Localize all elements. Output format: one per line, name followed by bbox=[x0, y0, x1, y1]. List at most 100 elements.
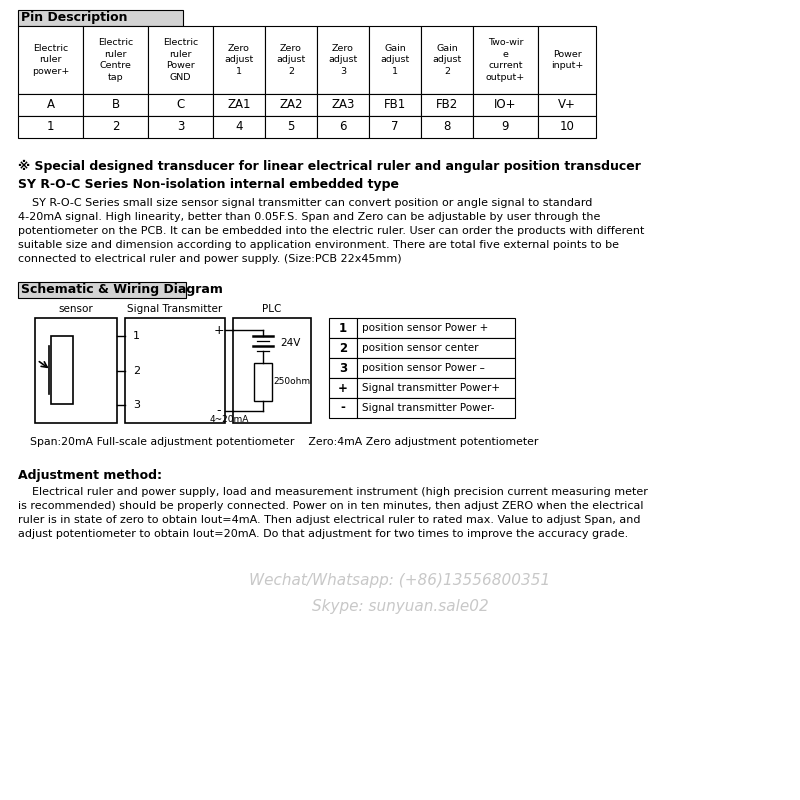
Bar bbox=[18, 116, 83, 138]
Bar bbox=[18, 26, 83, 94]
Text: C: C bbox=[176, 98, 185, 111]
Bar bbox=[18, 282, 186, 298]
Text: Adjustment method:: Adjustment method: bbox=[18, 469, 162, 482]
Text: 3: 3 bbox=[133, 400, 140, 410]
Text: Wechat/Whatsapp: (+86)13556800351: Wechat/Whatsapp: (+86)13556800351 bbox=[250, 573, 550, 588]
Text: ※ Special designed transducer for linear electrical ruler and angular position t: ※ Special designed transducer for linear… bbox=[18, 160, 641, 191]
Bar bbox=[329, 378, 357, 398]
Bar bbox=[357, 318, 515, 338]
Bar bbox=[538, 94, 596, 116]
Text: 9: 9 bbox=[502, 121, 510, 134]
Bar bbox=[233, 318, 311, 423]
Text: FB1: FB1 bbox=[384, 98, 406, 111]
Text: Schematic & Wiring Diagram: Schematic & Wiring Diagram bbox=[21, 283, 223, 297]
Bar bbox=[421, 94, 473, 116]
Text: -: - bbox=[341, 402, 346, 414]
Bar bbox=[357, 398, 515, 418]
Text: Signal transmitter Power+: Signal transmitter Power+ bbox=[362, 383, 500, 393]
Bar bbox=[369, 94, 421, 116]
Text: PLC: PLC bbox=[262, 304, 282, 314]
Bar bbox=[357, 378, 515, 398]
Bar bbox=[538, 116, 596, 138]
Text: adjust potentiometer to obtain Iout=20mA. Do that adjustment for two times to im: adjust potentiometer to obtain Iout=20mA… bbox=[18, 529, 628, 539]
Text: 10: 10 bbox=[559, 121, 574, 134]
Bar bbox=[317, 116, 369, 138]
Text: V+: V+ bbox=[558, 98, 576, 111]
Text: 1: 1 bbox=[339, 322, 347, 334]
Bar bbox=[473, 116, 538, 138]
Bar bbox=[317, 94, 369, 116]
Text: Power
input+: Power input+ bbox=[551, 50, 583, 70]
Bar bbox=[254, 363, 272, 401]
Text: Electrical ruler and power supply, load and measurement instrument (high precisi: Electrical ruler and power supply, load … bbox=[18, 487, 648, 497]
Text: 6: 6 bbox=[339, 121, 346, 134]
Text: 2: 2 bbox=[339, 342, 347, 354]
Bar bbox=[148, 116, 213, 138]
Bar bbox=[357, 338, 515, 358]
Text: is recommended) should be properly connected. Power on in ten minutes, then adju: is recommended) should be properly conne… bbox=[18, 501, 643, 511]
Text: B: B bbox=[111, 98, 119, 111]
Bar bbox=[369, 116, 421, 138]
Text: ZA3: ZA3 bbox=[331, 98, 354, 111]
Text: Zero
adjust
3: Zero adjust 3 bbox=[328, 44, 358, 76]
Text: 3: 3 bbox=[339, 362, 347, 374]
Text: 7: 7 bbox=[391, 121, 398, 134]
Text: 3: 3 bbox=[177, 121, 184, 134]
Bar bbox=[329, 318, 357, 338]
Bar bbox=[473, 94, 538, 116]
Text: FB2: FB2 bbox=[436, 98, 458, 111]
Bar bbox=[51, 336, 73, 404]
Text: Electric
ruler
power+: Electric ruler power+ bbox=[32, 44, 69, 76]
Text: Zero
adjust
1: Zero adjust 1 bbox=[224, 44, 254, 76]
Text: ZA1: ZA1 bbox=[227, 98, 250, 111]
Bar bbox=[83, 116, 148, 138]
Text: 8: 8 bbox=[443, 121, 450, 134]
Text: 4-20mA signal. High linearity, better than 0.05F.S. Span and Zero can be adjusta: 4-20mA signal. High linearity, better th… bbox=[18, 212, 600, 222]
Text: -: - bbox=[217, 405, 222, 418]
Text: +: + bbox=[338, 382, 348, 394]
Text: connected to electrical ruler and power supply. (Size:PCB 22x45mm): connected to electrical ruler and power … bbox=[18, 254, 402, 264]
Text: ruler is in state of zero to obtain Iout=4mA. Then adjust electrical ruler to ra: ruler is in state of zero to obtain Iout… bbox=[18, 515, 641, 525]
Text: position sensor Power +: position sensor Power + bbox=[362, 323, 488, 333]
Bar bbox=[317, 26, 369, 94]
Text: Span:20mA Full-scale adjustment potentiometer    Zero:4mA Zero adjustment potent: Span:20mA Full-scale adjustment potentio… bbox=[30, 437, 538, 447]
Bar bbox=[329, 338, 357, 358]
Text: IO+: IO+ bbox=[494, 98, 517, 111]
Bar bbox=[83, 94, 148, 116]
Bar bbox=[148, 26, 213, 94]
Bar bbox=[125, 318, 225, 423]
Text: sensor: sensor bbox=[58, 304, 94, 314]
Text: Gain
adjust
1: Gain adjust 1 bbox=[380, 44, 410, 76]
Text: 1: 1 bbox=[46, 121, 54, 134]
Bar bbox=[538, 26, 596, 94]
Text: 1: 1 bbox=[133, 331, 140, 341]
Text: Two-wir
e
current
output+: Two-wir e current output+ bbox=[486, 38, 525, 82]
Bar bbox=[213, 116, 265, 138]
Bar bbox=[213, 94, 265, 116]
Bar bbox=[213, 26, 265, 94]
Text: 4: 4 bbox=[235, 121, 242, 134]
Text: suitable size and dimension according to application environment. There are tota: suitable size and dimension according to… bbox=[18, 240, 619, 250]
Text: +: + bbox=[214, 323, 224, 337]
Bar bbox=[265, 116, 317, 138]
Text: 250ohm: 250ohm bbox=[274, 378, 310, 386]
Text: potentiometer on the PCB. It can be embedded into the electric ruler. User can o: potentiometer on the PCB. It can be embe… bbox=[18, 226, 644, 236]
Bar bbox=[18, 94, 83, 116]
Bar bbox=[265, 94, 317, 116]
Text: Gain
adjust
2: Gain adjust 2 bbox=[432, 44, 462, 76]
Text: Electric
ruler
Power
GND: Electric ruler Power GND bbox=[163, 38, 198, 82]
Text: ZA2: ZA2 bbox=[279, 98, 302, 111]
Text: Zero
adjust
2: Zero adjust 2 bbox=[276, 44, 306, 76]
Bar bbox=[421, 26, 473, 94]
Text: SY R-O-C Series small size sensor signal transmitter can convert position or ang: SY R-O-C Series small size sensor signal… bbox=[18, 198, 592, 208]
Text: Signal Transmitter: Signal Transmitter bbox=[127, 304, 222, 314]
Text: 2: 2 bbox=[133, 366, 140, 375]
Bar bbox=[357, 358, 515, 378]
Bar bbox=[473, 26, 538, 94]
Bar bbox=[369, 26, 421, 94]
Text: 4~20mA: 4~20mA bbox=[210, 415, 249, 424]
Text: 5: 5 bbox=[287, 121, 294, 134]
Bar bbox=[421, 116, 473, 138]
Text: Signal transmitter Power-: Signal transmitter Power- bbox=[362, 403, 494, 413]
Text: 24V: 24V bbox=[281, 338, 301, 348]
